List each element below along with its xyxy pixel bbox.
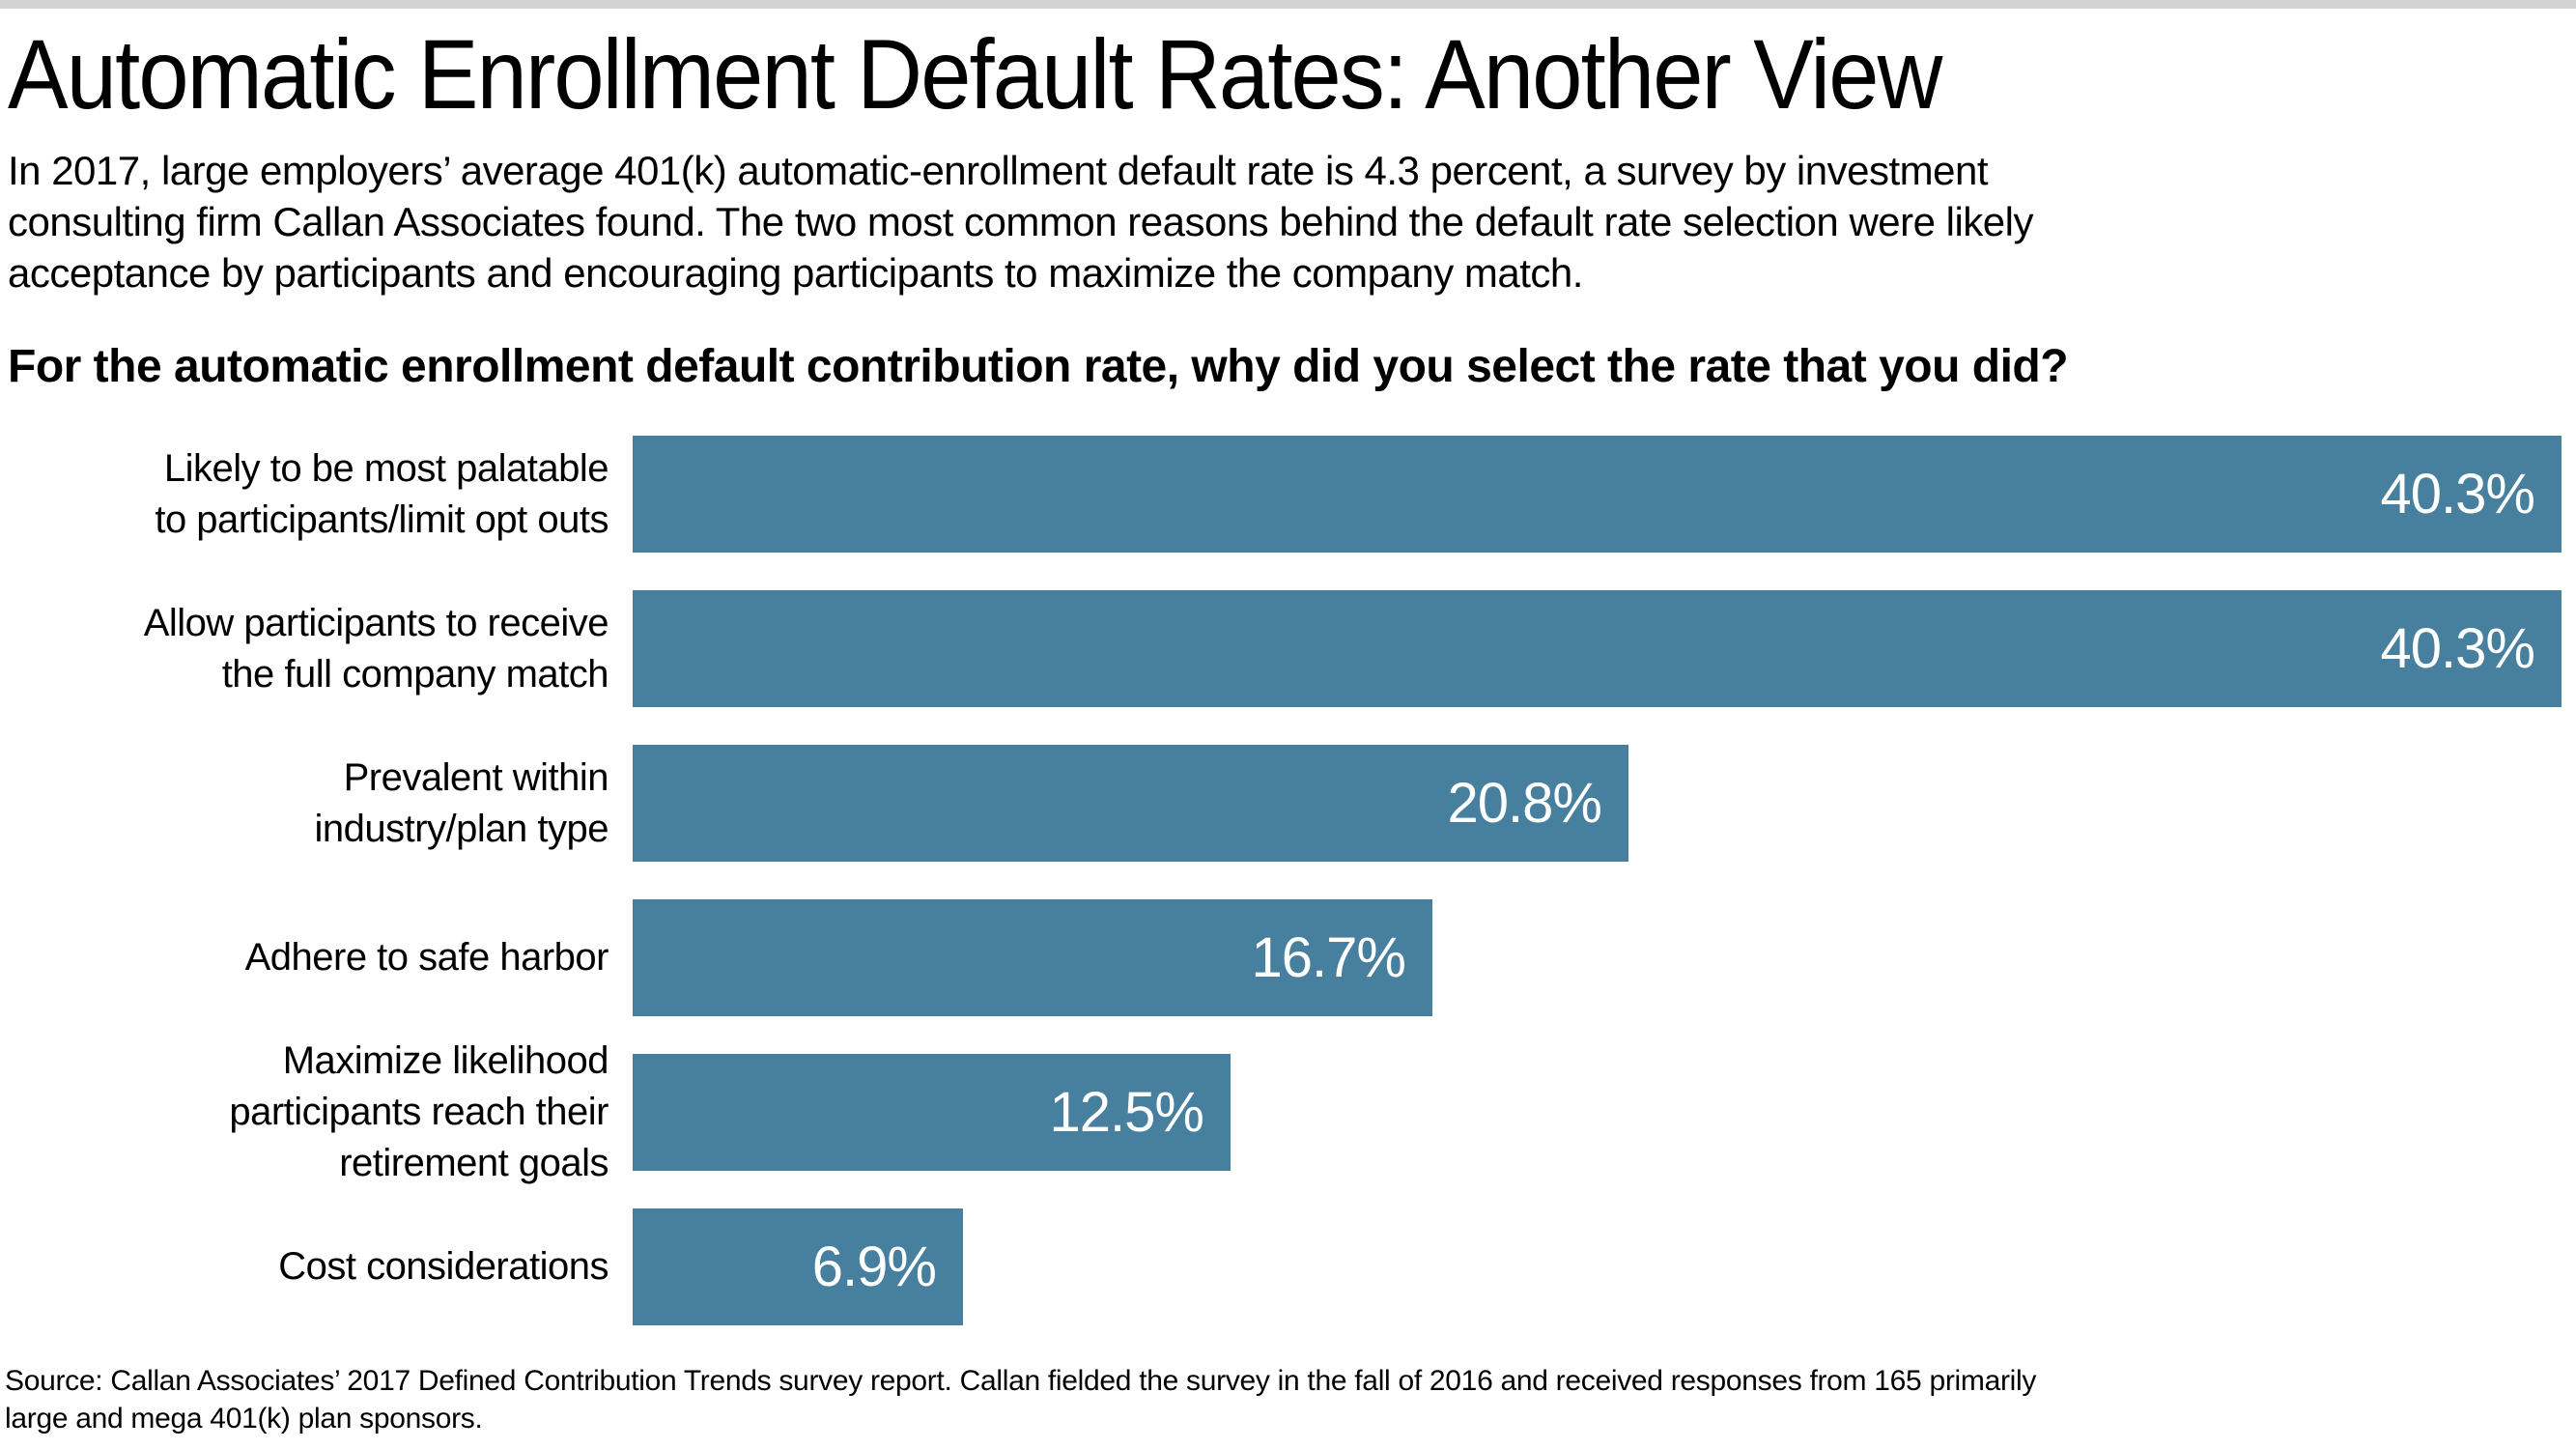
value-label: 40.3% — [2380, 617, 2535, 680]
bar: 20.8% — [633, 745, 1628, 862]
chart-row: Cost considerations 6.9% — [0, 1208, 2576, 1325]
value-label: 12.5% — [1049, 1081, 1204, 1144]
bar: 6.9% — [633, 1208, 963, 1325]
category-label: Cost considerations — [278, 1245, 609, 1288]
category-label: Likely to be most palatable to participa… — [155, 446, 609, 541]
source-note: Source: Callan Associates’ 2017 Defined … — [5, 1365, 2037, 1435]
bar-chart: Likely to be most palatable to participa… — [0, 436, 2576, 1363]
bar: 16.7% — [633, 899, 1432, 1016]
chart-question-heading: For the automatic enrollment default con… — [8, 341, 2069, 392]
category-label: Maximize likelihood participants reach t… — [229, 1039, 609, 1184]
page-title: Automatic Enrollment Default Rates: Anot… — [8, 19, 1942, 129]
chart-row: Maximize likelihood participants reach t… — [0, 1039, 2576, 1184]
bar: 40.3% — [633, 436, 2562, 553]
value-label: 40.3% — [2380, 463, 2535, 526]
category-label: Prevalent within industry/plan type — [314, 755, 609, 850]
bar: 12.5% — [633, 1054, 1231, 1171]
category-label: Adhere to safe harbor — [244, 936, 609, 979]
top-strip — [0, 0, 2576, 9]
intro-paragraph: In 2017, large employers’ average 401(k)… — [8, 148, 2034, 296]
value-label: 6.9% — [811, 1236, 937, 1298]
category-label: Allow participants to receive the full c… — [143, 601, 609, 696]
chart-row: Adhere to safe harbor 16.7% — [0, 899, 2576, 1016]
bar: 40.3% — [633, 590, 2562, 707]
chart-row: Allow participants to receive the full c… — [0, 590, 2576, 707]
chart-row: Likely to be most palatable to participa… — [0, 436, 2576, 553]
value-label: 16.7% — [1251, 926, 1406, 989]
chart-row: Prevalent within industry/plan type 20.8% — [0, 745, 2576, 862]
value-label: 20.8% — [1447, 772, 1602, 835]
